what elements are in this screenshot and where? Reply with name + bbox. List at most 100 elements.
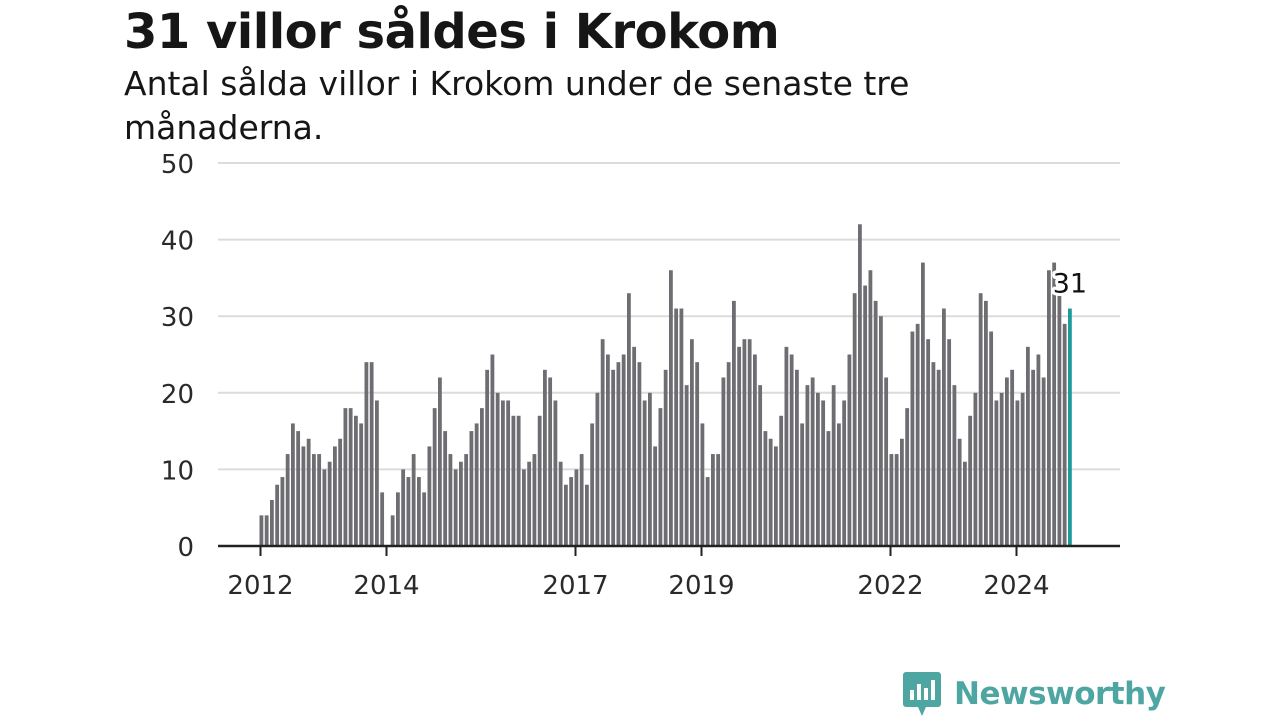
chart-subtitle: Antal sålda villor i Krokom under de sen… <box>124 64 910 147</box>
bar <box>915 323 920 546</box>
bar <box>443 431 448 546</box>
bar <box>333 446 337 546</box>
x-tick-label: 2012 <box>227 571 293 601</box>
brand-name: Newsworthy <box>954 676 1166 712</box>
bar <box>485 369 490 546</box>
bar <box>884 377 889 546</box>
bar <box>726 362 731 546</box>
bar <box>648 392 652 546</box>
bar <box>1062 323 1067 546</box>
bar <box>921 262 925 546</box>
bar <box>569 477 574 546</box>
bar <box>1005 377 1009 546</box>
bar <box>852 293 857 546</box>
newsworthy-logo: Newsworthy <box>902 670 1166 718</box>
bar <box>270 500 274 546</box>
bar <box>1041 377 1046 546</box>
bar <box>669 270 673 546</box>
x-tick-label: 2017 <box>542 571 608 601</box>
bar <box>495 392 500 546</box>
bar <box>459 461 463 546</box>
bar <box>501 400 505 546</box>
chart-title: 31 villor såldes i Krokom <box>124 4 780 60</box>
highlight-bar <box>1068 308 1072 546</box>
bar <box>774 446 778 546</box>
bar <box>301 446 306 546</box>
bar <box>1036 354 1041 546</box>
bar <box>474 423 479 546</box>
bar <box>690 339 694 546</box>
bar <box>658 408 663 546</box>
bar <box>611 369 616 546</box>
y-tick-label: 40 <box>161 227 194 257</box>
bar <box>642 400 647 546</box>
bar <box>994 400 999 546</box>
bar <box>380 492 385 546</box>
bar <box>931 362 936 546</box>
bar <box>742 339 747 546</box>
bar <box>821 400 826 546</box>
highlight-value-label: 31 <box>1053 269 1087 300</box>
bar <box>469 431 474 546</box>
bar <box>711 454 715 546</box>
bar <box>564 484 568 546</box>
bar <box>826 431 831 546</box>
bar <box>527 461 532 546</box>
bar <box>322 469 327 546</box>
bar <box>1047 270 1051 546</box>
bar <box>285 454 290 546</box>
bar <box>417 477 421 546</box>
bar <box>296 431 301 546</box>
bar <box>705 477 710 546</box>
bar <box>448 454 453 546</box>
bar <box>348 408 353 546</box>
bar <box>338 438 343 546</box>
bar <box>978 293 983 546</box>
bar <box>558 461 563 546</box>
bar <box>1052 262 1057 546</box>
bar <box>957 438 962 546</box>
labels: 0 10 20 30 40 50 2012 2014 2017 2019 2022 2024 31 <box>161 150 1090 601</box>
bar <box>359 423 364 546</box>
bar <box>879 316 883 546</box>
bar <box>868 270 873 546</box>
bar <box>453 469 458 546</box>
bar <box>522 469 526 546</box>
bar <box>999 392 1004 546</box>
bar <box>973 392 978 546</box>
bar <box>889 454 894 546</box>
bar <box>616 362 621 546</box>
axes <box>218 544 1120 556</box>
bar <box>312 454 316 546</box>
bar <box>805 385 810 546</box>
bar <box>721 377 726 546</box>
bar <box>590 423 595 546</box>
bar <box>926 339 931 546</box>
bar <box>947 339 952 546</box>
bar <box>595 392 600 546</box>
bar <box>679 308 684 546</box>
bar <box>873 300 878 546</box>
bar <box>390 515 395 546</box>
bar <box>600 339 605 546</box>
bar <box>537 415 542 546</box>
bar <box>1031 369 1036 546</box>
bar <box>989 331 994 546</box>
bar <box>789 354 794 546</box>
bar <box>800 423 805 546</box>
bar <box>1015 400 1020 546</box>
bar <box>259 515 264 546</box>
bar <box>810 377 815 546</box>
bar <box>936 369 941 546</box>
bar <box>343 408 348 546</box>
bars <box>259 224 1072 546</box>
x-tick-label: 2014 <box>353 571 419 601</box>
bar <box>511 415 516 546</box>
bar <box>1057 293 1062 546</box>
bar <box>422 492 427 546</box>
bar <box>900 438 904 546</box>
bar <box>716 454 721 546</box>
y-tick-label: 20 <box>161 380 194 410</box>
bar <box>695 362 700 546</box>
y-tick-label: 0 <box>177 533 194 563</box>
